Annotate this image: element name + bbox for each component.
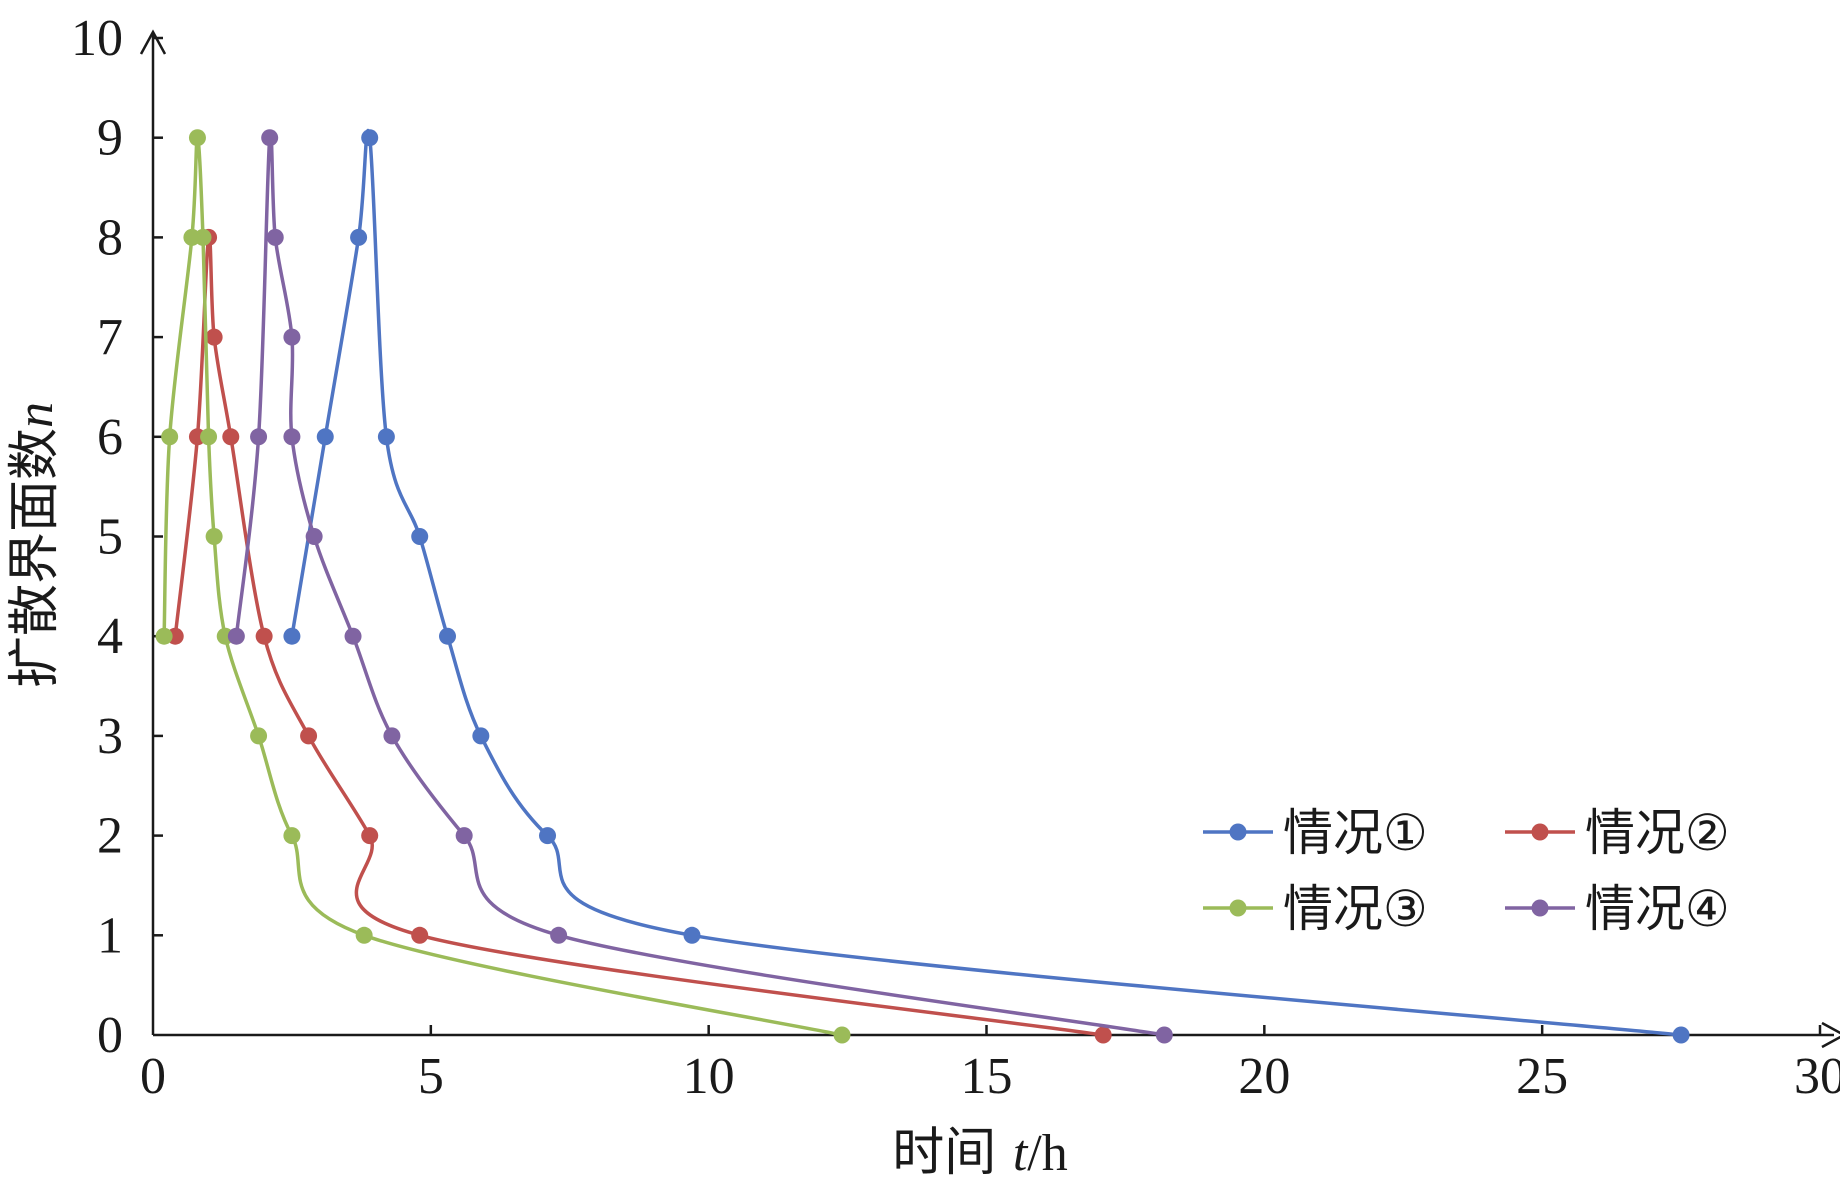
y-axis-title-variable: n [7,402,64,428]
series-3-point [188,129,206,147]
series-4-point [261,129,279,147]
series-2-line [173,233,1104,1037]
series-4-line [234,129,1165,1037]
x-tick-label: 25 [1516,1048,1568,1105]
series-4-point [283,328,301,346]
series-1 [283,128,1690,1044]
series-3-line [162,135,843,1037]
series-3-point [161,428,179,446]
series-layer [155,128,1690,1044]
series-2 [166,228,1112,1044]
series-3 [155,129,851,1044]
series-4-point [344,627,362,645]
series-1-point [411,528,429,545]
series-4-point [305,528,323,545]
series-2-point [255,627,273,645]
series-3-point [250,727,268,745]
series-2-point [205,328,223,346]
series-3-point [205,528,223,545]
y-axis-title-prefix: 扩散界面数 [5,428,65,688]
x-tick-label: 15 [961,1048,1013,1105]
series-2-point [411,926,429,944]
series-2-point [361,827,379,845]
series-1-point [361,129,379,147]
series-1-point [1672,1026,1690,1044]
legend-label: 情况① [1283,804,1428,862]
series-1-point [539,827,557,845]
series-1-point [683,926,701,944]
axes: 0 5 10 15 20 25 30 0 1 2 3 4 5 6 7 8 9 10 [71,10,1840,1105]
y-tick-label: 2 [97,808,123,865]
series-3-point [283,827,301,845]
x-axis-title-unit: /h [1027,1125,1067,1182]
legend-swatch-marker [1531,899,1549,917]
y-axis-arrow [139,29,167,55]
series-2-point [222,428,240,446]
y-tick-label: 8 [97,209,123,266]
legend-item: 情况③ [1203,880,1428,938]
legend-swatch-marker [1229,899,1247,917]
series-2-point [300,727,318,745]
series-3-point [183,228,201,246]
series-1-point [316,428,334,446]
y-tick-label: 9 [97,110,123,167]
series-4-point [250,428,268,446]
legend-label: 情况③ [1283,880,1428,938]
series-1-line [290,128,1682,1037]
y-tick-label: 5 [97,509,123,566]
legend-label: 情况② [1585,804,1730,862]
legend-label: 情况④ [1585,880,1730,938]
y-tick-label: 6 [97,409,123,466]
y-tick-label: 1 [97,907,123,964]
series-1-point [439,627,457,645]
legend-item: 情况④ [1505,880,1730,938]
x-tick-label: 20 [1238,1048,1290,1105]
x-axis-arrow [1821,1021,1840,1049]
x-tick-label: 10 [683,1048,735,1105]
series-1-point [350,228,368,246]
series-3-point [355,926,373,944]
series-4-point [266,228,284,246]
x-tick-label: 0 [140,1048,166,1105]
x-axis-title-variable: t [1013,1125,1029,1182]
y-tick-label: 10 [71,10,123,67]
series-1-point [472,727,490,745]
x-axis-title: 时间 t/h [892,1123,1067,1183]
series-4-point [455,827,473,845]
series-1-point [377,428,395,446]
y-tick-label: 3 [97,708,123,765]
y-tick-label: 7 [97,309,123,366]
series-3-point [155,627,173,645]
legend-item: 情况② [1505,804,1730,862]
series-4-point [227,627,245,645]
legend-swatch-marker [1531,823,1549,841]
legend-item: 情况① [1203,804,1428,862]
x-tick-label: 5 [418,1048,444,1105]
legend-swatch-marker [1229,823,1247,841]
series-4-point [550,926,568,944]
series-4-point [283,428,301,446]
series-1-point [283,627,301,645]
y-axis-title: 扩散界面数n [5,402,65,688]
y-tick-label: 4 [97,608,123,665]
series-3-point [200,428,218,446]
x-tick-label: 30 [1794,1048,1840,1105]
x-axis-title-prefix: 时间 [892,1123,1013,1183]
y-tick-label: 0 [97,1007,123,1064]
series-2-point [1094,1026,1112,1044]
series-4-point [1155,1026,1173,1044]
series-4 [227,129,1173,1044]
legend: 情况① 情况② 情况③ 情况④ [1203,804,1730,938]
series-4-point [383,727,401,745]
series-3-point [833,1026,851,1044]
